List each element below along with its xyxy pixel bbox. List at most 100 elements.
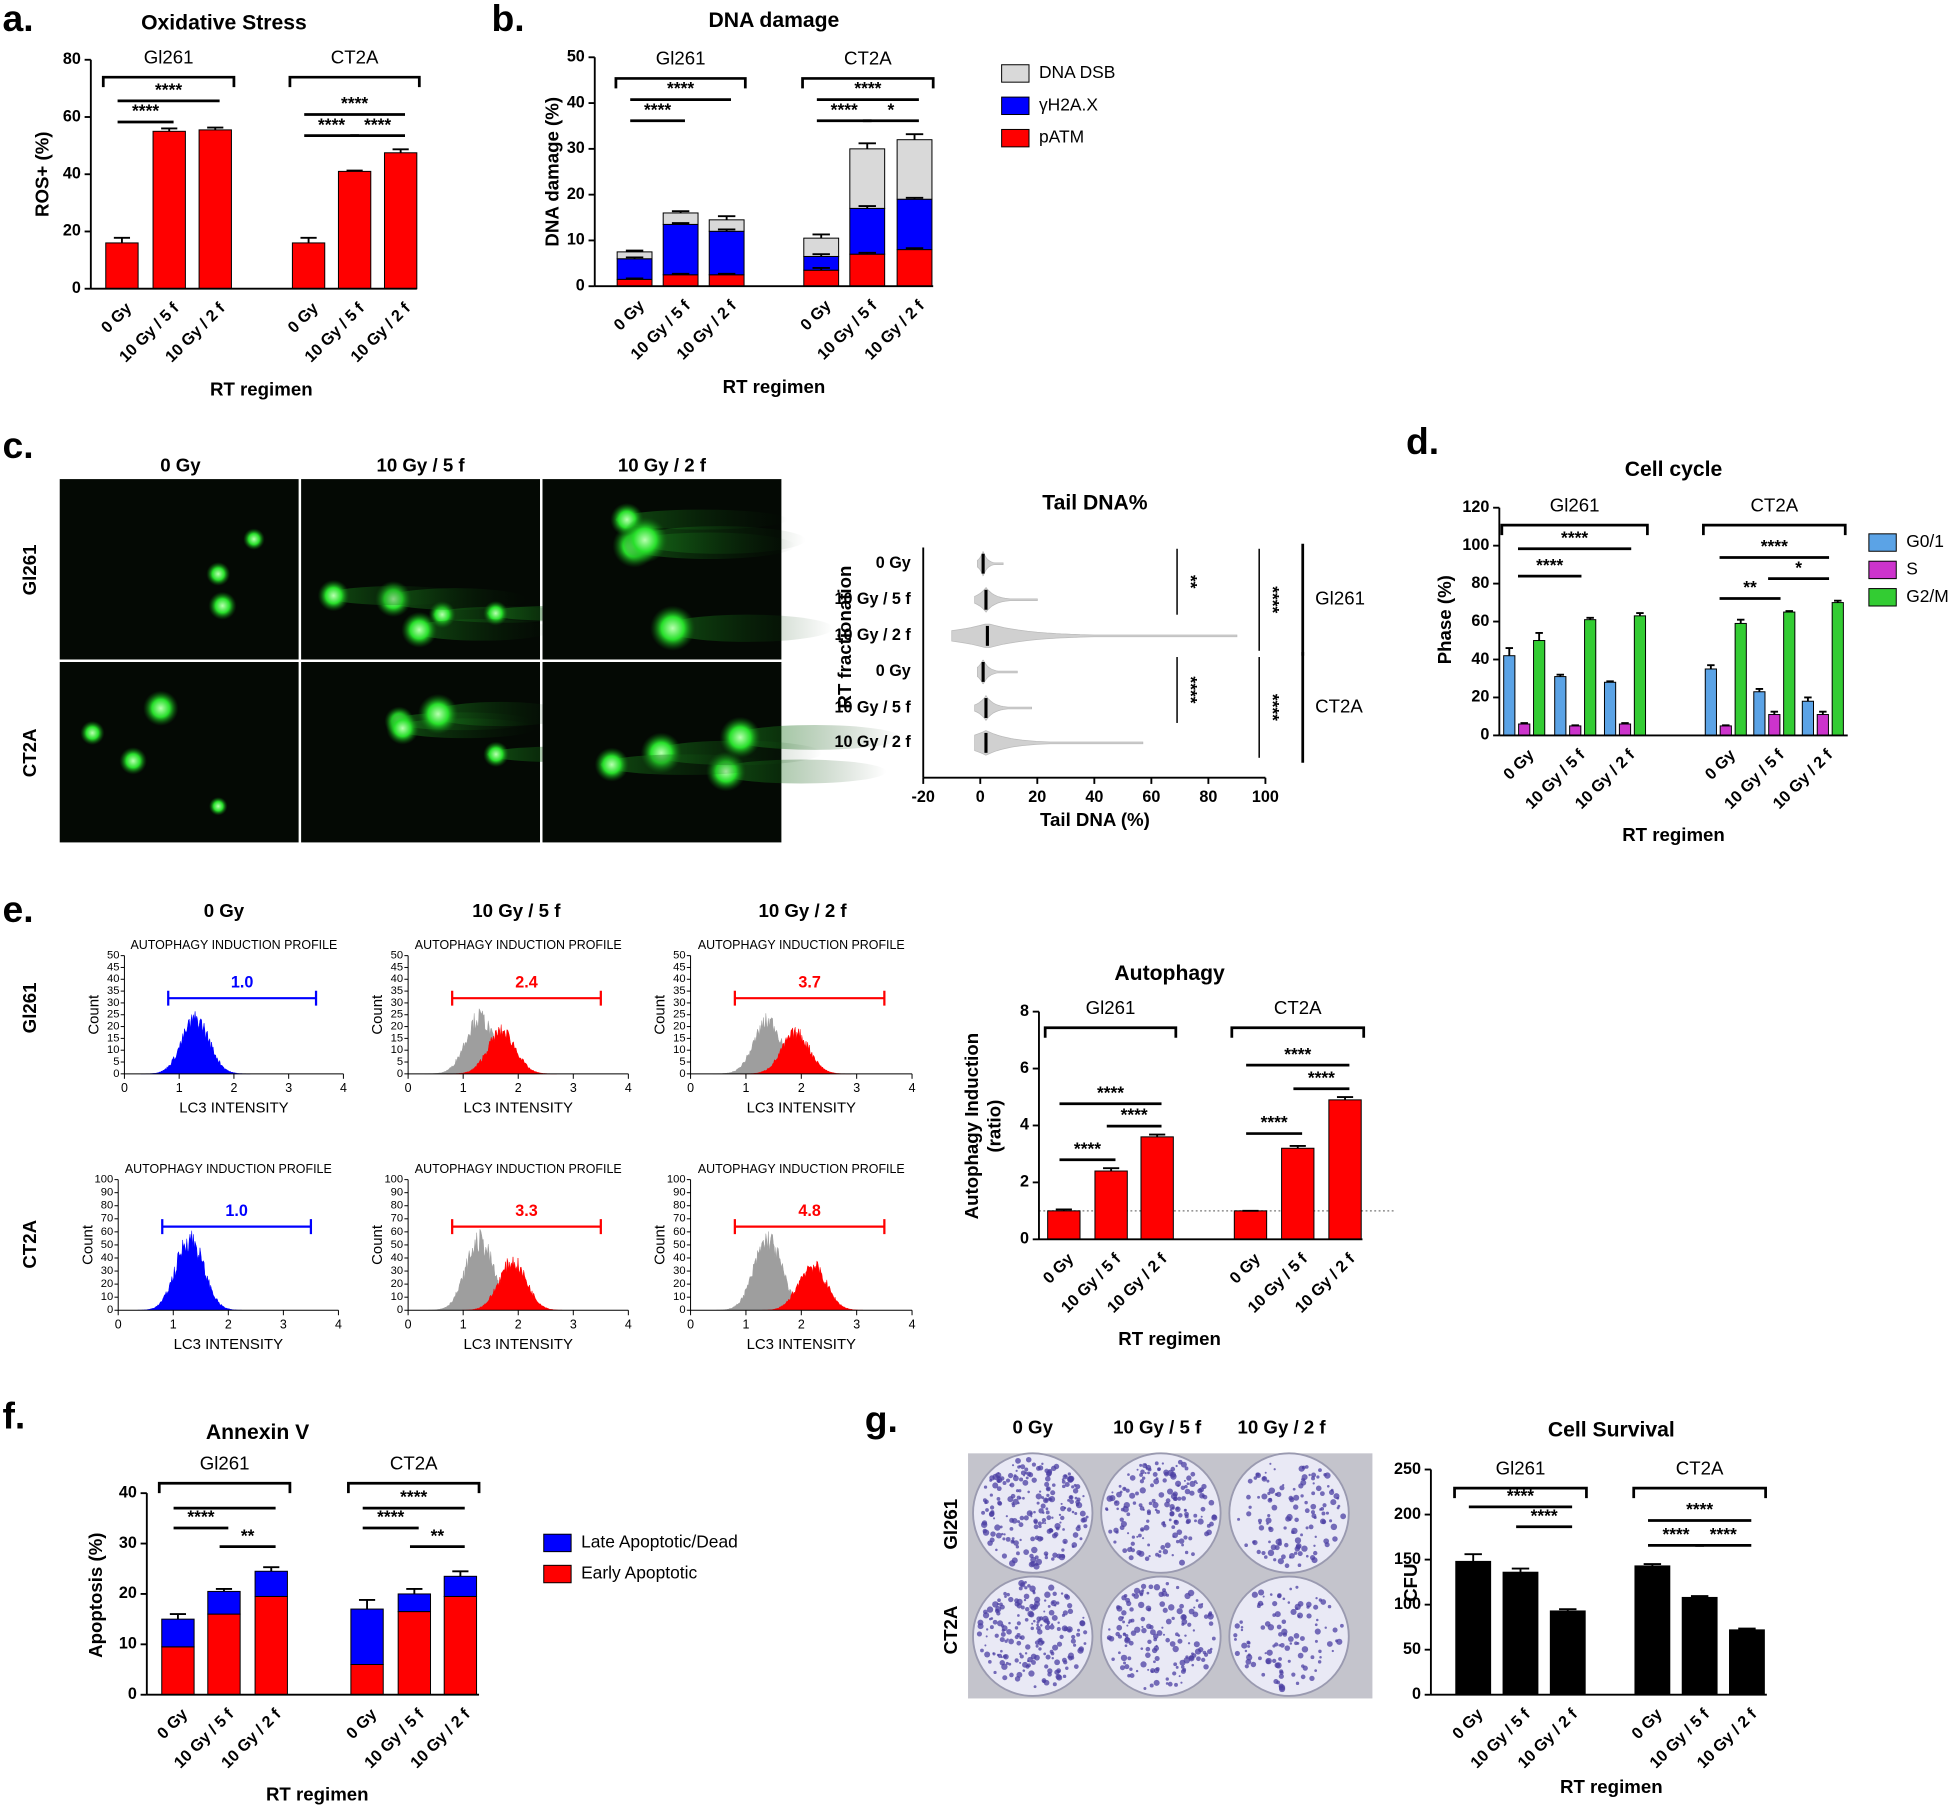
column-label: 10 Gy / 5 f — [1113, 1416, 1202, 1437]
y-tick-label: 45 — [673, 961, 685, 973]
colony — [1268, 1497, 1272, 1502]
colony — [999, 1525, 1003, 1529]
bar — [443, 1575, 478, 1597]
significance: **** — [1263, 694, 1283, 721]
colony — [1279, 1642, 1285, 1648]
histogram — [140, 1011, 251, 1075]
colony — [1139, 1506, 1145, 1511]
y-tick-label: 150 — [1394, 1550, 1421, 1568]
y-axis-label: Count — [86, 994, 103, 1035]
group-bracket — [1500, 523, 1649, 536]
y-tick-label: 10 — [107, 1044, 119, 1056]
colony — [1183, 1535, 1188, 1540]
error-bar — [1511, 1567, 1530, 1573]
colony — [1041, 1521, 1045, 1525]
x-axis-label: LC3 INTENSITY — [179, 1100, 288, 1117]
bar — [1729, 1629, 1765, 1696]
colony — [1252, 1539, 1258, 1546]
gate — [161, 1219, 313, 1235]
colony — [1013, 1540, 1019, 1546]
colony — [1244, 1664, 1249, 1669]
colony — [1027, 1663, 1031, 1668]
colony — [983, 1485, 988, 1489]
colony — [1150, 1629, 1156, 1636]
x-tick-label: 2 — [798, 1317, 805, 1331]
colony — [1265, 1657, 1272, 1665]
x-tick-label: 20 — [1028, 788, 1046, 806]
legend-label: G2/M — [1906, 586, 1949, 606]
colony — [1175, 1464, 1178, 1468]
y-tick-label: 0 Gy — [876, 662, 911, 680]
colony — [1030, 1536, 1035, 1542]
bar — [291, 242, 326, 290]
colony — [1171, 1525, 1176, 1530]
y-tick-label: 10 Gy / 5 f — [834, 698, 911, 716]
y-tick-label: 80 — [673, 1200, 685, 1212]
colony — [1051, 1614, 1058, 1621]
colony — [1022, 1661, 1028, 1668]
colony — [1019, 1538, 1022, 1542]
y-tick-label: 35 — [391, 985, 403, 997]
x-tick-label: 1 — [460, 1317, 467, 1331]
colony — [1201, 1483, 1207, 1490]
y-tick-label: 15 — [673, 1032, 685, 1044]
error-bar — [717, 272, 736, 275]
colony — [1024, 1467, 1029, 1472]
colony — [1111, 1491, 1114, 1494]
colony — [1126, 1512, 1131, 1517]
x-tick-label: 0 — [687, 1317, 694, 1331]
colony — [1183, 1657, 1190, 1664]
colony — [1019, 1477, 1024, 1482]
colony — [1162, 1549, 1169, 1555]
bar — [616, 278, 653, 287]
colony — [1033, 1524, 1039, 1530]
comet-tail — [324, 586, 467, 606]
colony — [1144, 1472, 1147, 1475]
error-bar — [392, 148, 409, 153]
error-bar — [1785, 610, 1793, 613]
error-bar — [452, 1570, 469, 1577]
colony — [1253, 1476, 1258, 1480]
colony — [1189, 1490, 1195, 1496]
colony — [1188, 1655, 1194, 1661]
y-tick-label: 8 — [1020, 1002, 1029, 1020]
group-label: Gl261 — [144, 46, 194, 67]
significance: **** — [1284, 1044, 1311, 1064]
colony — [1052, 1591, 1057, 1596]
y-tick-label: 40 — [119, 1483, 137, 1501]
colony — [1026, 1471, 1032, 1477]
colony — [1297, 1652, 1304, 1659]
legend-label: Early Apoptotic — [581, 1563, 697, 1583]
colony — [1313, 1515, 1317, 1520]
chart-title: AUTOPHAGY INDUCTION PROFILE — [698, 938, 905, 952]
error-bar — [169, 1613, 187, 1620]
colony — [1301, 1545, 1308, 1552]
error-bar — [1770, 710, 1779, 715]
colony — [1264, 1621, 1271, 1627]
x-axis-label: RT regimen — [210, 379, 313, 400]
chart-title: AUTOPHAGY INDUCTION PROFILE — [130, 938, 337, 952]
colony — [1177, 1638, 1183, 1644]
colony — [1305, 1554, 1309, 1558]
y-tick-label: 0 — [576, 276, 585, 294]
colony — [1139, 1527, 1145, 1532]
y-tick-label: 90 — [673, 1187, 685, 1199]
significance: ** — [1181, 575, 1201, 589]
colony — [1184, 1550, 1189, 1555]
error-bar — [1055, 1208, 1072, 1211]
colony — [1203, 1614, 1209, 1619]
colony — [1181, 1496, 1186, 1501]
error-bar — [717, 215, 736, 220]
x-tick-label: 4 — [625, 1081, 632, 1095]
colony — [1161, 1626, 1164, 1629]
colony — [1040, 1624, 1043, 1627]
y-tick-label: 15 — [107, 1032, 119, 1044]
colony — [1052, 1682, 1057, 1687]
colony — [1164, 1542, 1171, 1549]
colony — [1127, 1473, 1130, 1476]
colony — [1037, 1521, 1042, 1526]
colony — [1287, 1659, 1291, 1663]
colony — [1142, 1463, 1148, 1469]
colony — [1183, 1479, 1186, 1482]
